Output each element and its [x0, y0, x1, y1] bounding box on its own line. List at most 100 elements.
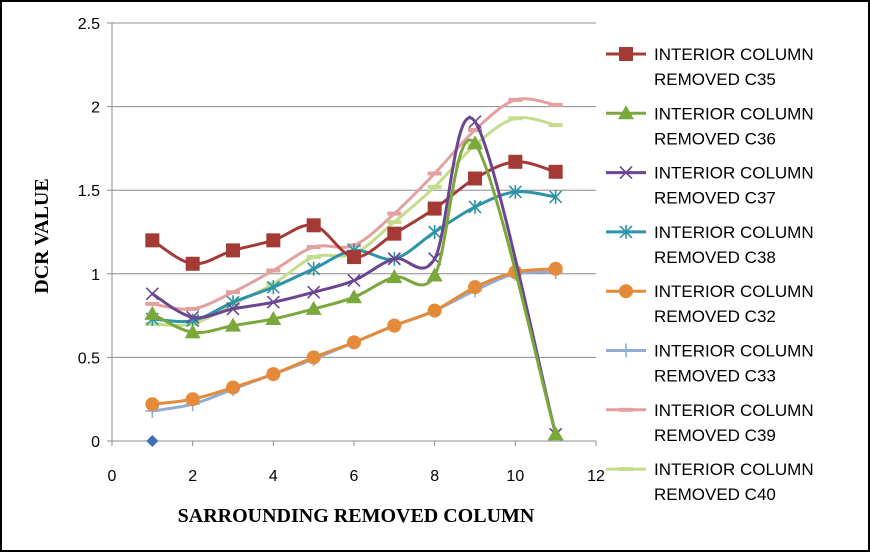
data-point-shape	[347, 250, 361, 265]
x-tick-label: 8	[430, 468, 439, 485]
data-point	[266, 233, 281, 248]
legend-label-line2: REMOVED C37	[654, 189, 776, 208]
data-point	[387, 318, 402, 333]
data-point-shape	[185, 392, 200, 407]
data-point-shape	[387, 252, 401, 266]
legend-marker	[618, 105, 634, 120]
data-point	[347, 335, 361, 350]
x-tick-label: 10	[506, 468, 524, 485]
data-point	[427, 303, 442, 318]
legend-entry: INTERIOR COLUMN REMOVED C35	[606, 45, 814, 89]
data-point	[428, 225, 442, 239]
legend-entry: INTERIOR COLUMN REMOVED C33	[606, 342, 814, 386]
data-point	[347, 273, 361, 288]
data-point	[226, 302, 240, 316]
data-point-shape	[427, 303, 442, 318]
legend-marker	[619, 343, 633, 358]
data-point-shape	[145, 397, 160, 412]
data-point	[468, 171, 482, 186]
data-point-shape	[387, 226, 402, 241]
legend-label-line2: REMOVED C40	[654, 485, 776, 504]
legend-entry: INTERIOR COLUMN REMOVED C37	[606, 164, 814, 208]
data-point	[266, 367, 281, 382]
data-point-shape	[386, 269, 403, 284]
data-point-shape	[306, 350, 321, 365]
legend-label-line1: INTERIOR COLUMN	[654, 164, 814, 183]
data-point-shape	[184, 324, 201, 339]
data-point-shape	[307, 261, 321, 276]
data-point-shape	[468, 199, 482, 214]
data-point	[548, 261, 563, 276]
data-point	[266, 295, 280, 309]
data-point-shape	[226, 295, 240, 310]
data-point-shape	[547, 426, 564, 441]
data-point-shape	[225, 317, 241, 332]
legend-label-line2: REMOVED C36	[654, 129, 776, 148]
series-line	[150, 116, 558, 436]
data-point-shape	[549, 189, 563, 204]
data-point	[347, 250, 361, 265]
series-line	[150, 138, 558, 436]
data-point	[145, 397, 160, 412]
data-point-shape	[266, 280, 280, 295]
x-tick-label: 2	[188, 468, 197, 485]
data-point-shape	[467, 135, 483, 150]
y-axis-title: DCR VALUE	[31, 178, 53, 293]
legend-marker	[619, 166, 633, 180]
data-point-shape	[265, 310, 282, 325]
data-point	[185, 392, 200, 407]
data-point	[226, 380, 240, 395]
legend-label-line1: INTERIOR COLUMN	[654, 282, 814, 301]
data-point-shape	[266, 367, 281, 382]
legend-label-line1: INTERIOR COLUMN	[654, 45, 814, 64]
axes: 0 0.5 1 1.5 2 2.5 0 2 4 6 8 10 12	[78, 16, 605, 485]
data-point	[226, 243, 240, 258]
legend-entry: INTERIOR COLUMN REMOVED C36	[606, 104, 814, 148]
data-point-shape	[548, 261, 563, 276]
legend-label-line2: REMOVED C35	[654, 70, 776, 89]
legend-marker	[619, 284, 633, 299]
legend-label-line2: REMOVED C39	[654, 426, 776, 445]
data-point	[427, 201, 442, 216]
y-tick-label: 2	[91, 100, 100, 117]
data-point	[307, 261, 321, 276]
series-layer	[144, 97, 564, 447]
data-point-shape	[305, 300, 322, 315]
data-point-shape	[387, 318, 402, 333]
x-tick-label: 6	[350, 468, 359, 485]
data-point-shape	[426, 267, 443, 282]
data-point	[186, 310, 200, 324]
data-point	[346, 289, 362, 304]
legend-label-line2: REMOVED C32	[654, 307, 776, 326]
data-point	[387, 226, 402, 241]
legend-marker-shape	[619, 166, 633, 180]
data-point-shape	[427, 201, 442, 216]
data-point	[547, 426, 564, 441]
legend-label-line1: INTERIOR COLUMN	[654, 460, 814, 479]
data-point	[549, 189, 563, 204]
data-point	[145, 233, 160, 248]
data-point-shape	[145, 287, 159, 301]
data-point	[225, 317, 241, 332]
data-point	[548, 164, 563, 179]
x-tick-label: 12	[587, 468, 605, 485]
data-point-shape	[428, 225, 442, 239]
legend-marker-shape	[619, 224, 633, 239]
y-tick-label: 0.5	[78, 350, 100, 367]
legend-marker-shape	[619, 343, 633, 358]
legend-entry: INTERIOR COLUMN REMOVED C32	[606, 282, 814, 326]
data-point-shape	[146, 435, 159, 447]
data-point	[306, 218, 321, 233]
x-axis-title: SARROUNDING REMOVED COLUMN	[178, 505, 535, 527]
data-point	[508, 154, 523, 169]
legend-label-line1: INTERIOR COLUMN	[654, 223, 814, 242]
legend-entry: INTERIOR COLUMN REMOVED C39	[606, 401, 814, 445]
data-point-shape	[185, 256, 200, 271]
x-tick-label: 0	[108, 468, 117, 485]
data-point-shape	[307, 285, 321, 299]
data-point	[468, 115, 482, 129]
series-1	[144, 135, 564, 441]
data-point-shape	[145, 233, 160, 248]
